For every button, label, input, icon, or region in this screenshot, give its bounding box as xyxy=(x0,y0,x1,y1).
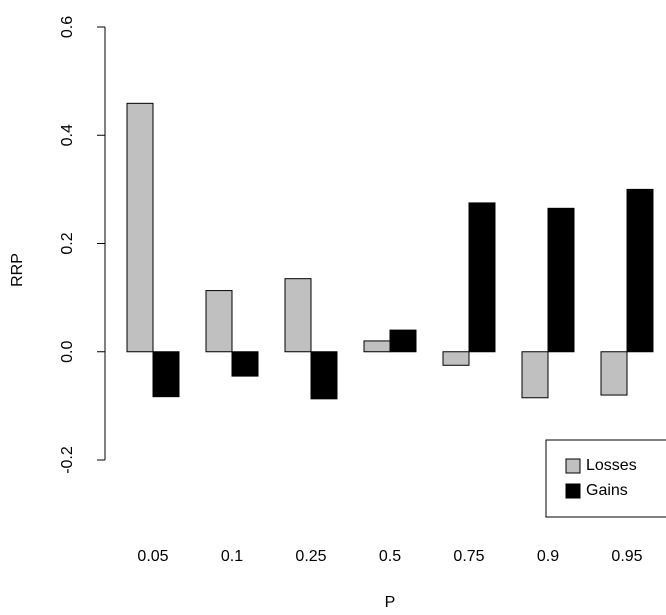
legend-label: Losses xyxy=(586,457,637,474)
bar xyxy=(206,291,232,352)
x-tick-label: 0.75 xyxy=(453,548,484,565)
bar xyxy=(469,203,495,352)
bar xyxy=(601,352,627,395)
y-tick-label: 0.2 xyxy=(59,232,76,254)
bar xyxy=(443,352,469,366)
bar xyxy=(627,189,653,351)
bar xyxy=(364,341,390,352)
bar xyxy=(285,279,311,352)
legend-swatch xyxy=(566,484,580,498)
x-tick-label: 0.5 xyxy=(379,548,401,565)
bar xyxy=(311,352,337,399)
page: {"chart_data":{"type":"bar","x_label":"P… xyxy=(0,0,666,615)
y-tick-label: 0.0 xyxy=(59,341,76,363)
bar xyxy=(153,352,179,397)
y-tick-label: -0.2 xyxy=(59,446,76,474)
bar xyxy=(127,103,153,351)
x-tick-label: 0.05 xyxy=(137,548,168,565)
x-tick-label: 0.95 xyxy=(611,548,642,565)
chart: RRP P -0.2 0.0 0.2 0.4 0.6 0.05 0.1 0.25 0.5 0.75… xyxy=(0,0,666,615)
bar xyxy=(390,330,416,352)
y-tick-label: 0.6 xyxy=(59,16,76,38)
x-tick-label: 0.9 xyxy=(537,548,559,565)
x-tick-label: 0.1 xyxy=(221,548,243,565)
legend-box xyxy=(546,440,666,517)
legend-swatch xyxy=(566,459,580,473)
bar xyxy=(232,352,258,376)
bar xyxy=(548,208,574,351)
y-tick-label: 0.4 xyxy=(59,124,76,146)
bar xyxy=(522,352,548,398)
legend-label: Gains xyxy=(586,482,628,499)
x-axis-label: P xyxy=(385,594,396,611)
y-axis-label: RRP xyxy=(9,253,26,287)
x-tick-label: 0.25 xyxy=(295,548,326,565)
